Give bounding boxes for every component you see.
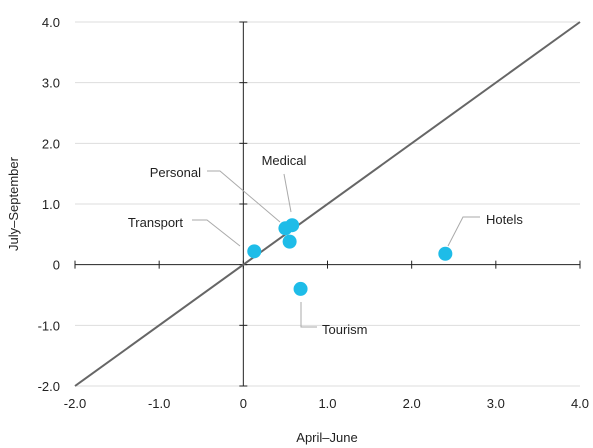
y-tick-label: -1.0: [38, 318, 60, 333]
leader-personal: [207, 170, 281, 223]
leader-hotels: [447, 216, 480, 247]
label-hotels: Hotels: [486, 212, 523, 227]
x-tick-label: 1.0: [318, 396, 336, 411]
x-axis-label: April–June: [296, 430, 357, 445]
label-medical: Medical: [262, 153, 307, 168]
label-tourism: Tourism: [322, 322, 368, 337]
data-point: [282, 234, 297, 249]
y-axis-ticks: -2.0 -1.0 0 1.0 2.0 3.0 4.0: [38, 15, 248, 394]
data-points: [247, 218, 453, 296]
y-axis-label: July–September: [6, 156, 21, 251]
x-tick-label: 2.0: [403, 396, 421, 411]
x-tick-label: -2.0: [64, 396, 86, 411]
label-leader-lines: [192, 170, 480, 328]
data-point-transport: [247, 244, 262, 259]
data-point-hotels: [438, 246, 453, 261]
y-tick-label: 0: [53, 258, 60, 273]
leader-medical: [283, 173, 292, 213]
x-tick-label: 4.0: [571, 396, 589, 411]
x-tick-label: -1.0: [148, 396, 170, 411]
x-tick-label: 3.0: [487, 396, 505, 411]
label-personal: Personal: [150, 165, 201, 180]
leader-tourism: [300, 302, 317, 328]
data-point-medical: [285, 218, 300, 233]
label-transport: Transport: [128, 215, 184, 230]
leader-transport: [192, 219, 241, 247]
y-tick-label: 1.0: [42, 197, 60, 212]
diagonal-reference-line: [74, 21, 581, 387]
y-tick-label: 3.0: [42, 76, 60, 91]
y-tick-label: 2.0: [42, 136, 60, 151]
x-axis-ticks: -2.0 -1.0 0 1.0 2.0 3.0 4.0: [64, 260, 589, 411]
y-tick-label: 4.0: [42, 15, 60, 30]
point-labels: Transport Personal Medical Tourism Hotels: [128, 153, 524, 337]
x-tick-label: 0: [240, 396, 247, 411]
data-point-tourism: [293, 281, 308, 296]
y-tick-label: -2.0: [38, 379, 60, 394]
